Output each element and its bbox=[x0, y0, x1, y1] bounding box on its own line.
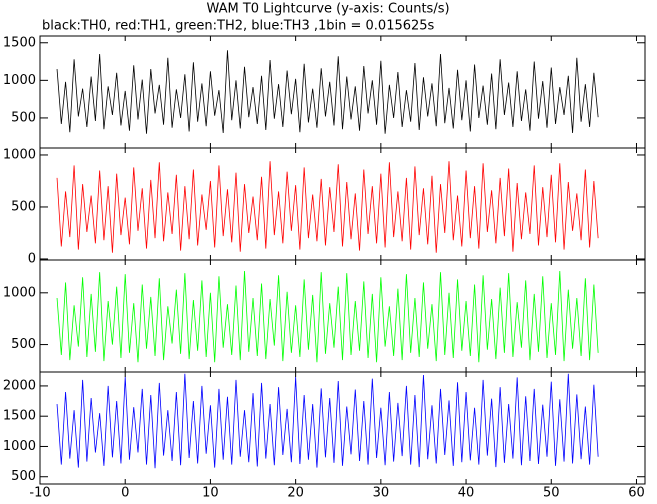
chart-title: WAM T0 Lightcurve (y-axis: Counts/s) bbox=[206, 2, 449, 17]
x-tick-label: 40 bbox=[458, 486, 475, 501]
y-tick-label: 500 bbox=[11, 110, 36, 125]
series-line bbox=[56, 373, 599, 469]
y-tick-label: 0 bbox=[28, 251, 36, 266]
y-tick-label: 500 bbox=[11, 469, 36, 484]
series-line bbox=[56, 161, 599, 253]
y-tick-label: 1500 bbox=[3, 35, 36, 50]
series-line bbox=[56, 50, 599, 134]
series-line bbox=[56, 271, 599, 363]
x-tick-label: 30 bbox=[373, 486, 390, 501]
y-tick-label: 1500 bbox=[3, 409, 36, 424]
x-tick-label: 0 bbox=[121, 486, 129, 501]
y-tick-label: 2000 bbox=[3, 378, 36, 393]
y-tick-label: 1000 bbox=[3, 73, 36, 88]
y-tick-label: 1000 bbox=[3, 147, 36, 162]
x-tick-label: 10 bbox=[202, 486, 219, 501]
x-tick-label: 60 bbox=[628, 486, 645, 501]
y-tick-label: 500 bbox=[11, 337, 36, 352]
panel-frame bbox=[39, 35, 646, 149]
y-tick-label: 1000 bbox=[3, 285, 36, 300]
panel-frame bbox=[39, 371, 646, 485]
y-tick-label: 500 bbox=[11, 199, 36, 214]
x-tick-label: -10 bbox=[29, 486, 50, 501]
chart-subtitle: black:TH0, red:TH1, green:TH2, blue:TH3 … bbox=[42, 19, 435, 34]
x-tick-label: 50 bbox=[543, 486, 560, 501]
y-tick-label: 1000 bbox=[3, 439, 36, 454]
x-tick-label: 20 bbox=[287, 486, 304, 501]
